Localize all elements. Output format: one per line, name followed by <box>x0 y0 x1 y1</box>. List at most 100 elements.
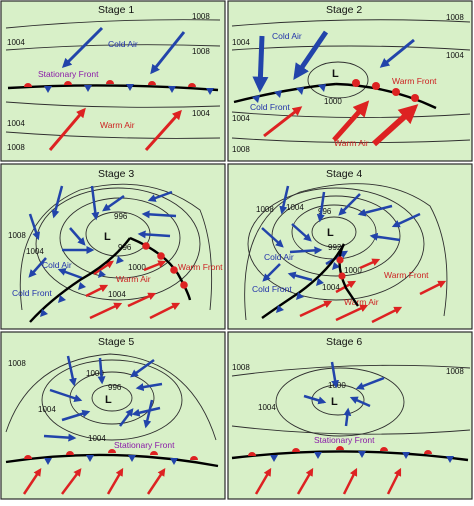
panel-stage-6: Stage 6 1008 1000 1004 1008 L Stationary… <box>227 331 473 500</box>
warm-wind-arrow <box>127 292 157 308</box>
isobar-label: 1004 <box>7 119 25 128</box>
low-pressure-center: L <box>327 227 334 239</box>
cold-front-label: Cold Front <box>12 288 52 298</box>
isobar-label: 1008 <box>8 231 26 240</box>
cold-wind-arrow <box>303 394 327 405</box>
cold-wind-arrow <box>143 399 154 429</box>
isobar-label: 996 <box>318 207 332 216</box>
warm-wind-arrow <box>386 467 402 495</box>
cold-wind-arrow <box>102 194 125 212</box>
isobar-label: 1000 <box>86 369 104 378</box>
isobar-label: 1000 <box>344 266 362 275</box>
low-pressure-center: L <box>104 231 111 243</box>
warm-front <box>336 243 359 307</box>
warm-wind-arrow <box>419 280 447 296</box>
warm-wind-arrow <box>144 109 182 152</box>
panel-background <box>227 331 473 500</box>
cold-wind-arrow <box>343 407 352 427</box>
panel-background <box>227 0 473 162</box>
wind-arrows <box>28 185 181 320</box>
cold-front <box>261 243 346 319</box>
cold-wind-arrow <box>43 433 77 442</box>
low-pressure-center: L <box>332 68 339 80</box>
panel-title: Stage 1 <box>98 4 134 16</box>
isobar-label: 1004 <box>26 247 44 256</box>
isobar-label: 1004 <box>232 38 250 47</box>
cold-wind-arrow <box>130 358 155 378</box>
wind-arrows <box>48 26 186 152</box>
isobar-label: 1008 <box>446 13 464 22</box>
cold-wind-arrow <box>379 38 415 68</box>
stationary-front <box>7 80 219 95</box>
wind-arrows <box>252 30 419 147</box>
warm-wind-arrow <box>61 468 82 495</box>
isobar-label: 1000 <box>128 263 146 272</box>
cold-wind-arrow <box>28 257 47 278</box>
panel-title: Stage 5 <box>98 336 134 348</box>
cold-front-label: Cold Front <box>252 284 292 294</box>
cold-wind-arrow <box>338 193 361 216</box>
low-pressure-center: L <box>331 396 338 408</box>
isobar-label: 1008 <box>232 145 250 154</box>
cold-wind-arrow <box>49 388 83 403</box>
cold-air-label: Cold Air <box>272 31 302 41</box>
isobar-label: 996 <box>114 212 128 221</box>
panel-background <box>0 163 226 330</box>
cold-wind-arrow <box>66 355 77 387</box>
warm-wind-arrow <box>335 304 369 322</box>
cold-wind-arrow <box>349 396 371 408</box>
stationary-front-label: Stationary Front <box>314 435 375 445</box>
panel-background <box>0 0 226 162</box>
warm-air-label: Warm Air <box>116 274 151 284</box>
warm-wind-arrow <box>332 100 370 142</box>
cold-wind-arrow <box>261 227 284 248</box>
warm-wind-arrow <box>85 284 109 298</box>
warm-wind-arrow <box>149 302 181 320</box>
warm-air-label: Warm Air <box>344 297 379 307</box>
warm-wind-arrow <box>296 467 314 495</box>
cold-front <box>29 237 131 323</box>
warm-wind-arrow <box>371 104 419 147</box>
warm-front <box>129 236 192 301</box>
cold-wind-arrow <box>357 204 393 217</box>
low-pressure-center: L <box>105 394 112 406</box>
cold-wind-arrow <box>61 409 91 422</box>
cold-wind-arrow <box>97 357 106 385</box>
cold-wind-arrow <box>287 271 313 282</box>
panel-title: Stage 3 <box>98 168 134 180</box>
wind-arrows <box>22 355 166 495</box>
cold-air-label: Cold Air <box>42 260 72 270</box>
warm-front-label: Warm Front <box>392 76 437 86</box>
cold-wind-arrow <box>119 408 134 427</box>
warm-front-label: Warm Front <box>178 262 223 272</box>
cold-wind-arrow <box>61 26 104 69</box>
panel-background <box>227 163 473 330</box>
panel-stage-5: Stage 5 1008 1004 1000 996 1004 L Statio… <box>0 331 226 500</box>
isobar-label: 996 <box>108 383 122 392</box>
isobar-label: 1004 <box>88 434 106 443</box>
isobars <box>231 364 471 437</box>
cold-front-label: Cold Front <box>250 102 290 112</box>
stationary-front <box>5 449 219 468</box>
warm-wind-arrow <box>93 260 114 276</box>
isobar-label: 1008 <box>256 205 274 214</box>
cold-wind-arrow <box>293 30 329 80</box>
panel-stage-4: Stage 4 1008 1004 1000 996 992 1004 L Co… <box>227 163 473 330</box>
isobar-label: 1004 <box>322 283 340 292</box>
panel-title: Stage 4 <box>326 168 362 180</box>
warm-wind-arrow <box>342 467 358 495</box>
warm-wind-arrow <box>254 467 272 495</box>
cold-wind-arrow <box>57 268 83 280</box>
cold-wind-arrow <box>369 232 401 242</box>
cold-wind-arrow <box>90 185 100 221</box>
panel-title: Stage 6 <box>326 336 362 348</box>
cold-air-label: Cold Air <box>108 39 138 49</box>
cold-wind-arrow <box>355 376 385 390</box>
warm-front <box>335 79 437 110</box>
isobar-label: 1008 <box>446 367 464 376</box>
isobar-label: 1008 <box>7 143 25 152</box>
cold-wind-arrow <box>141 210 177 219</box>
isobar-label: 992 <box>328 243 342 252</box>
isobar-label: 1004 <box>232 114 250 123</box>
